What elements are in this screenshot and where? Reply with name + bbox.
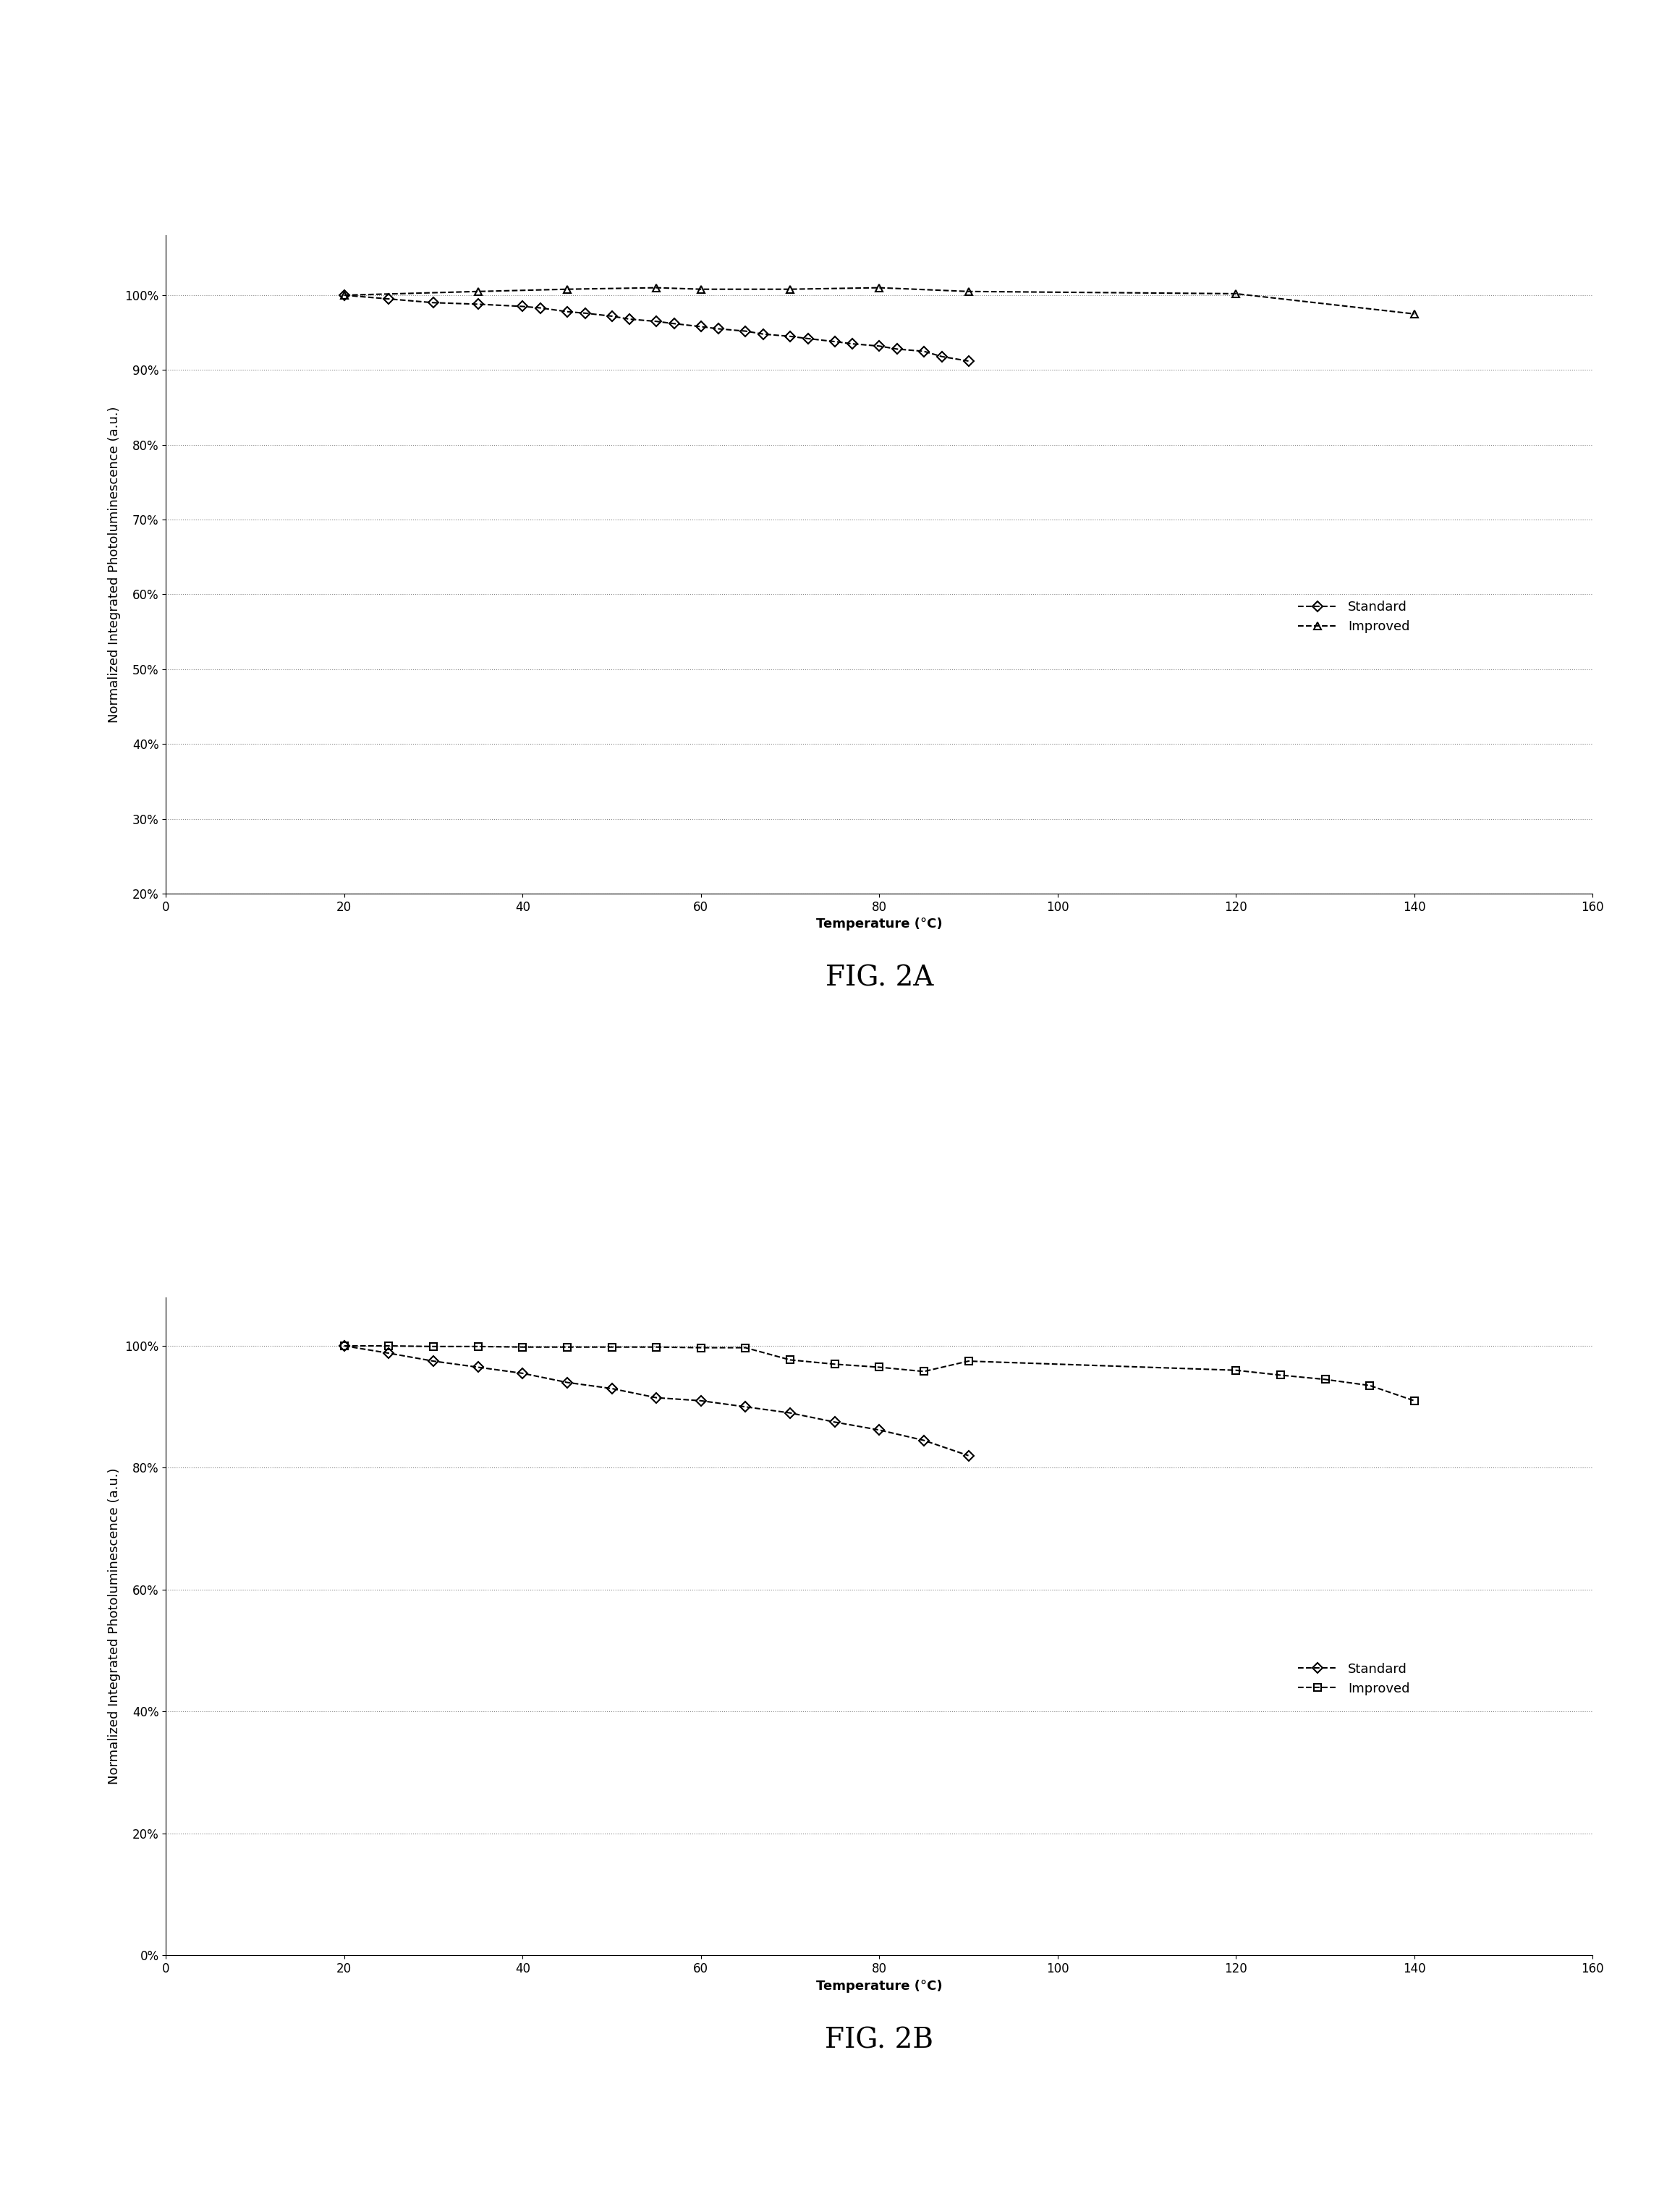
- Standard: [531, 294, 551, 321]
- Standard: [619, 305, 639, 332]
- Improved: [647, 274, 667, 301]
- Standard: [513, 294, 533, 321]
- Improved: [780, 1347, 800, 1374]
- Improved: [959, 1347, 979, 1374]
- Improved: [869, 1354, 889, 1380]
- Improved: [1316, 1367, 1335, 1394]
- Improved: [468, 279, 488, 305]
- Improved: [647, 1334, 667, 1360]
- Standard: [825, 1409, 844, 1436]
- Text: FIG. 2A: FIG. 2A: [825, 964, 934, 991]
- Line: Standard: Standard: [340, 292, 972, 365]
- Standard: [735, 319, 755, 345]
- Improved: [378, 1332, 398, 1358]
- Text: Green Semiconductor Nanocrystals: Green Semiconductor Nanocrystals: [765, 1201, 994, 1214]
- Standard: [825, 327, 844, 354]
- Standard: [735, 1394, 755, 1420]
- Standard: [468, 1354, 488, 1380]
- Improved: [513, 1334, 533, 1360]
- Standard: [423, 1347, 443, 1374]
- Improved: [1360, 1371, 1380, 1398]
- Standard: [468, 292, 488, 319]
- Text: Red Semiconductor Nanocrystals: Red Semiconductor Nanocrystals: [771, 139, 987, 153]
- Standard: [602, 303, 622, 330]
- Improved: [1271, 1363, 1291, 1389]
- Improved: [959, 279, 979, 305]
- Standard: [647, 307, 667, 334]
- Line: Improved: Improved: [340, 1343, 1418, 1405]
- Standard: [888, 336, 907, 363]
- Y-axis label: Normalized Integrated Photoluminescence (a.u.): Normalized Integrated Photoluminescence …: [108, 1469, 121, 1785]
- Standard: [692, 1387, 712, 1413]
- Standard: [780, 323, 800, 349]
- Standard: [602, 1376, 622, 1402]
- Improved: [914, 1358, 934, 1385]
- Standard: [647, 1385, 667, 1411]
- Improved: [1226, 281, 1246, 307]
- Standard: [932, 343, 952, 369]
- Standard: [780, 1400, 800, 1427]
- Standard: [869, 1416, 889, 1442]
- X-axis label: Temperature (°C): Temperature (°C): [816, 1980, 942, 1993]
- Standard: [557, 299, 577, 325]
- Standard: [914, 338, 934, 365]
- Improved: [869, 274, 889, 301]
- Improved: [1226, 1356, 1246, 1382]
- Text: Normalized Integrated PL vs. Temperature: Normalized Integrated PL vs. Temperature: [698, 1135, 1060, 1150]
- Standard: [692, 314, 712, 341]
- Improved: [602, 1334, 622, 1360]
- Improved: [335, 1332, 355, 1358]
- Line: Improved: Improved: [340, 283, 1418, 316]
- Standard: [753, 321, 773, 347]
- Standard: [378, 285, 398, 312]
- Text: RED QDs: RED QDs: [843, 206, 916, 221]
- Standard: [513, 1360, 533, 1387]
- Improved: [1404, 1387, 1423, 1413]
- Improved: [1404, 301, 1423, 327]
- Legend: Standard, Improved: Standard, Improved: [1292, 595, 1415, 639]
- Standard: [708, 316, 728, 343]
- X-axis label: Temperature (°C): Temperature (°C): [816, 918, 942, 931]
- Improved: [692, 276, 712, 303]
- Improved: [557, 276, 577, 303]
- Improved: [468, 1334, 488, 1360]
- Standard: [798, 325, 818, 352]
- Improved: [825, 1352, 844, 1378]
- Standard: [378, 1340, 398, 1367]
- Text: Normalized Integrated PL vs. Temperature: Normalized Integrated PL vs. Temperature: [698, 73, 1060, 88]
- Standard: [843, 330, 863, 356]
- Standard: [869, 332, 889, 358]
- Standard: [914, 1427, 934, 1453]
- Standard: [335, 281, 355, 307]
- Y-axis label: Normalized Integrated Photoluminescence (a.u.): Normalized Integrated Photoluminescence …: [108, 407, 121, 723]
- Standard: [576, 301, 596, 327]
- Improved: [557, 1334, 577, 1360]
- Improved: [423, 1334, 443, 1360]
- Line: Standard: Standard: [340, 1343, 972, 1460]
- Standard: [959, 1442, 979, 1469]
- Improved: [780, 276, 800, 303]
- Improved: [692, 1334, 712, 1360]
- Text: FIG. 2B: FIG. 2B: [825, 2026, 934, 2053]
- Improved: [735, 1334, 755, 1360]
- Standard: [664, 310, 684, 336]
- Improved: [335, 281, 355, 307]
- Text: GREEN QDs: GREEN QDs: [831, 1267, 927, 1283]
- Standard: [557, 1369, 577, 1396]
- Standard: [959, 347, 979, 374]
- Standard: [423, 290, 443, 316]
- Legend: Standard, Improved: Standard, Improved: [1292, 1657, 1415, 1701]
- Standard: [335, 1332, 355, 1358]
